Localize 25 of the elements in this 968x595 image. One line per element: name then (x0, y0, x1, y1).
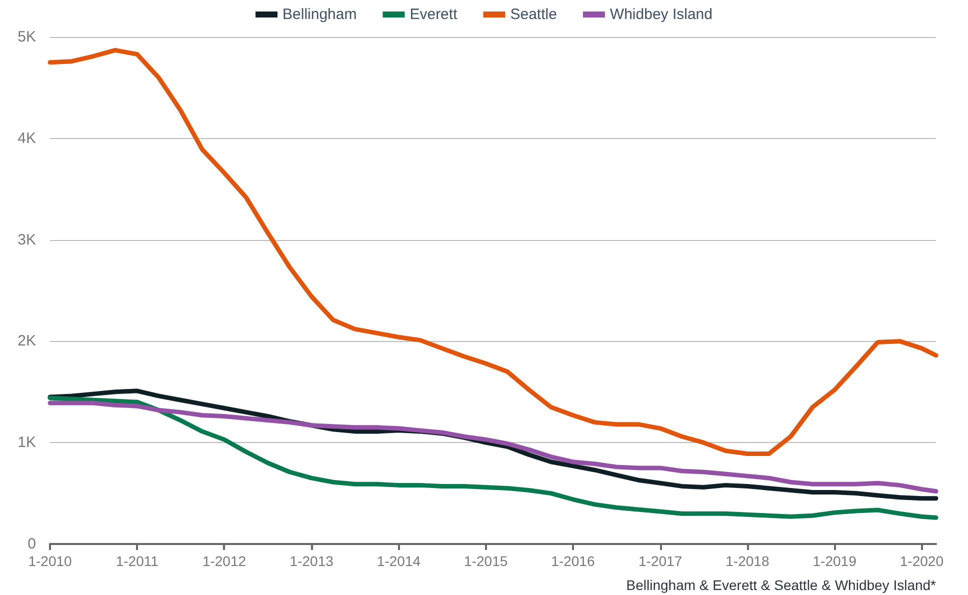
line-series (48, 400, 938, 494)
y-tick-label: 5K (18, 28, 36, 46)
x-tick-label: 1-2020 (900, 553, 944, 569)
x-tick-label: 1-2011 (116, 553, 159, 569)
line-series (48, 396, 938, 520)
line-series (48, 48, 938, 456)
x-tick-label: 1-2014 (376, 553, 421, 569)
x-tick-label: 1-2010 (28, 553, 72, 569)
x-tick-label: 1-2016 (551, 553, 595, 569)
x-tick-label: 1-2018 (726, 553, 770, 569)
y-tick-label: 0 (28, 536, 36, 552)
x-tick-label: 1-2019 (812, 553, 857, 569)
x-tick-label: 1-2017 (638, 553, 682, 569)
legend-label: Bellingham (282, 6, 357, 23)
y-tick-label: 1K (18, 434, 36, 452)
x-tick-label: 1-2012 (202, 553, 246, 569)
legend-label: Seattle (510, 6, 557, 23)
x-axis-title: Bellingham & Everett & Seattle & Whidbey Island* (626, 577, 937, 593)
x-tick-label: 1-2013 (290, 553, 334, 569)
y-tick-label: 2K (18, 332, 36, 350)
y-tick-label: 3K (18, 231, 36, 248)
x-tick-label: 1-2015 (464, 553, 508, 569)
legend-label: Everett (410, 6, 458, 23)
y-tick-label: 4K (18, 130, 36, 147)
legend-label: Whidbey Island (610, 6, 712, 23)
